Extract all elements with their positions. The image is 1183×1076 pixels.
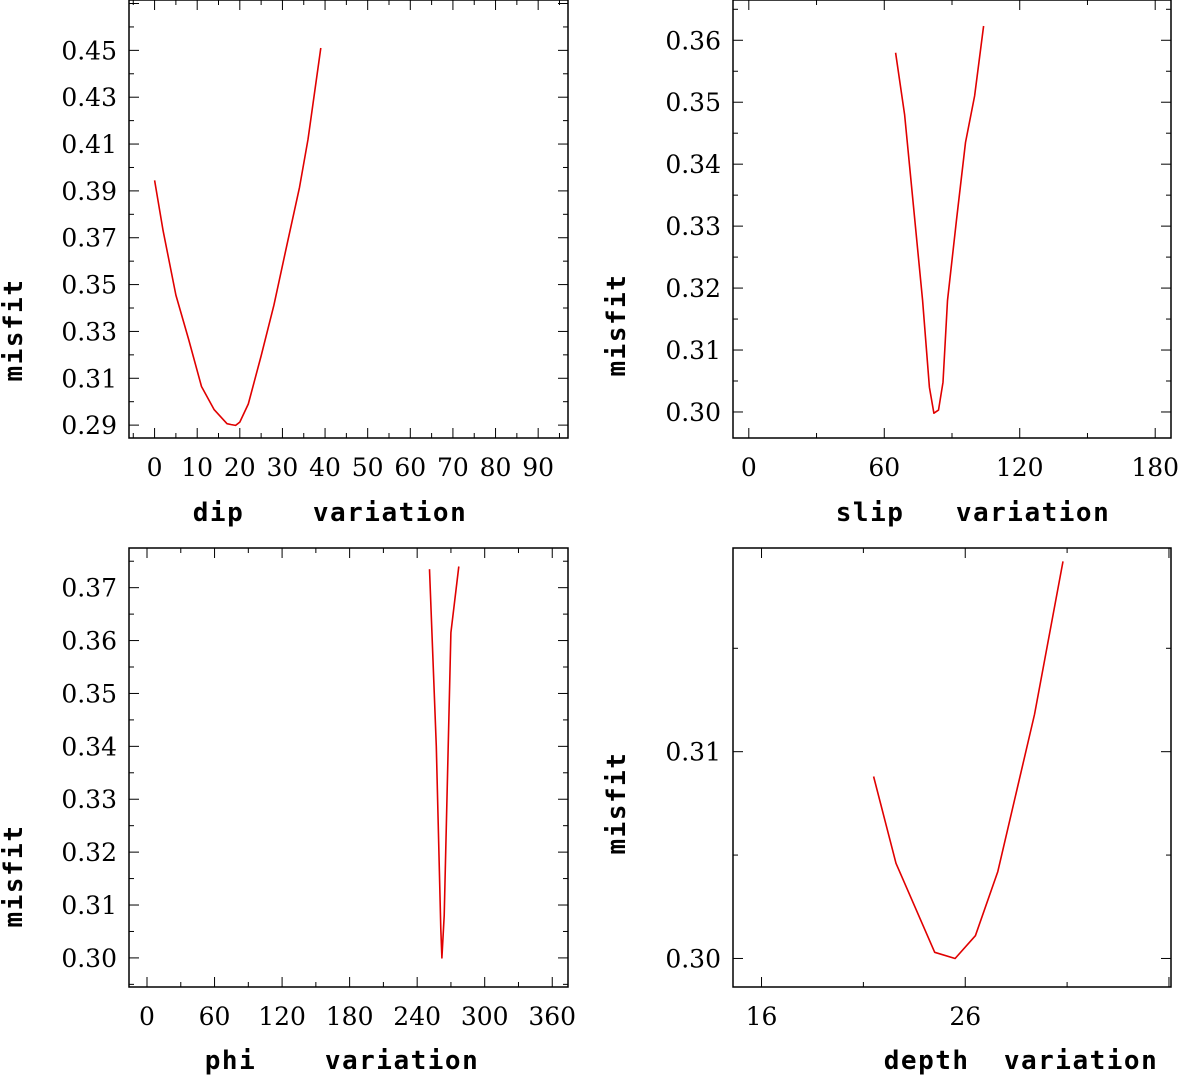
x-tick-label: 80 bbox=[480, 453, 512, 482]
y-tick-label: 0.39 bbox=[61, 177, 117, 206]
y-axis-label: misfit bbox=[602, 274, 632, 377]
x-tick-label: 70 bbox=[437, 453, 469, 482]
x-tick-label: 16 bbox=[746, 1002, 778, 1031]
y-tick-label: 0.33 bbox=[61, 317, 117, 346]
y-tick-label: 0.30 bbox=[665, 944, 721, 973]
y-tick-label: 0.31 bbox=[61, 364, 117, 393]
y-tick-label: 0.33 bbox=[665, 212, 721, 241]
x-tick-label: 90 bbox=[522, 453, 554, 482]
y-tick-label: 0.36 bbox=[665, 26, 721, 55]
x-tick-label: 26 bbox=[949, 1002, 981, 1031]
panel-phi: 0 60 120 180 240 300 360 0.30 0.31 0.32 0.33 0.34 0.… bbox=[0, 547, 576, 1076]
plot-frame bbox=[128, 547, 569, 988]
x-axis-label: depth variation bbox=[884, 1046, 1158, 1076]
y-tick-label: 0.36 bbox=[61, 627, 117, 656]
y-tick-label: 0.30 bbox=[61, 944, 117, 973]
x-tick-label: 360 bbox=[528, 1002, 576, 1031]
panel-dip: 0 10 20 30 40 50 60 70 80 90 0.29 0.31 0.33 0.35 0.37 0… bbox=[0, 0, 569, 528]
y-tick-label: 0.31 bbox=[665, 738, 721, 767]
series-line-phi bbox=[428, 566, 460, 959]
y-tick-label: 0.37 bbox=[61, 224, 117, 253]
series-line-dip bbox=[153, 47, 322, 427]
y-tick-label: 0.33 bbox=[61, 785, 117, 814]
y-tick-label: 0.30 bbox=[665, 398, 721, 427]
x-tick-label: 120 bbox=[258, 1002, 306, 1031]
y-tick-label: 0.35 bbox=[61, 679, 117, 708]
y-tick-label: 0.43 bbox=[61, 83, 117, 112]
x-tick-label: 180 bbox=[326, 1002, 374, 1031]
y-axis-label: misfit bbox=[0, 279, 29, 382]
x-tick-label: 240 bbox=[393, 1002, 441, 1031]
plot-frame bbox=[732, 0, 1172, 439]
plot-frame bbox=[128, 0, 569, 439]
x-tick-label: 30 bbox=[267, 453, 299, 482]
y-tick-label: 0.34 bbox=[665, 150, 721, 179]
y-tick-label: 0.45 bbox=[61, 36, 117, 65]
x-tick-label: 60 bbox=[394, 453, 426, 482]
panel-depth: 16 26 0.30 0.31 depth variation misfit bbox=[602, 547, 1172, 1076]
y-tick-label: 0.35 bbox=[61, 271, 117, 300]
x-axis-label: dip variation bbox=[193, 498, 467, 528]
y-tick-label: 0.32 bbox=[665, 274, 721, 303]
x-tick-label: 120 bbox=[996, 453, 1044, 482]
series-line-depth bbox=[872, 561, 1064, 960]
x-axis-label: phi variation bbox=[205, 1046, 479, 1076]
y-axis-label: misfit bbox=[602, 752, 632, 855]
y-tick-label: 0.32 bbox=[61, 838, 117, 867]
y-tick-label: 0.31 bbox=[665, 336, 721, 365]
x-tick-label: 0 bbox=[139, 1002, 155, 1031]
y-tick-label: 0.35 bbox=[665, 88, 721, 117]
panel-slip: 0 60 120 180 0.30 0.31 0.32 0.33 0.34 0.35 0.36 sli… bbox=[602, 0, 1179, 528]
y-tick-label: 0.41 bbox=[61, 130, 117, 159]
y-tick-label: 0.29 bbox=[61, 411, 117, 440]
x-tick-label: 180 bbox=[1131, 453, 1179, 482]
x-tick-label: 50 bbox=[352, 453, 384, 482]
x-tick-label: 0 bbox=[741, 453, 757, 482]
x-tick-label: 300 bbox=[461, 1002, 509, 1031]
x-tick-label: 60 bbox=[199, 1002, 231, 1031]
y-tick-label: 0.31 bbox=[61, 891, 117, 920]
x-tick-label: 20 bbox=[224, 453, 256, 482]
x-axis-label: slip variation bbox=[836, 498, 1110, 528]
x-tick-label: 10 bbox=[181, 453, 213, 482]
plot-frame bbox=[732, 547, 1172, 988]
y-axis-label: misfit bbox=[0, 825, 29, 928]
x-tick-label: 40 bbox=[309, 453, 341, 482]
y-tick-label: 0.37 bbox=[61, 574, 117, 603]
x-tick-label: 0 bbox=[147, 453, 163, 482]
x-tick-label: 60 bbox=[868, 453, 900, 482]
series-line-slip bbox=[894, 25, 985, 415]
y-tick-label: 0.34 bbox=[61, 732, 117, 761]
